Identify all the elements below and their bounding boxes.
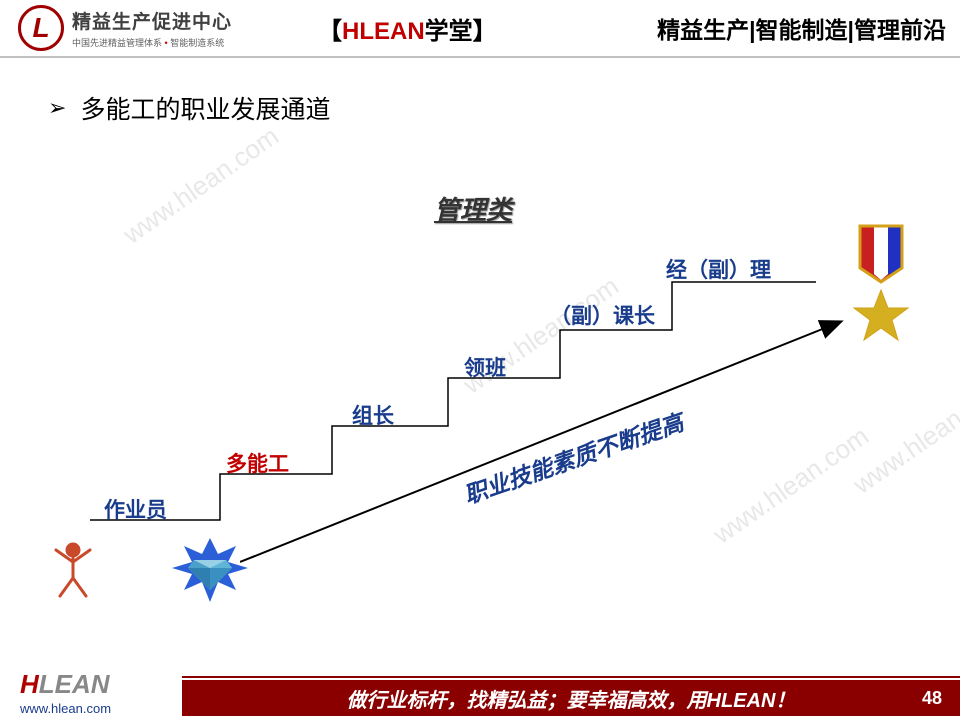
person-icon <box>48 540 98 600</box>
logo-text-block: 精益生产促进中心 中国先进精益管理体系 • 智能制造系统 <box>72 7 232 49</box>
diamond-icon <box>170 536 250 606</box>
footer-brand: HLEAN <box>20 669 110 700</box>
slide-bullet: ➢ 多能工的职业发展通道 <box>48 90 330 126</box>
category-title: 管理类 <box>434 190 512 227</box>
logo-letter: L <box>32 12 49 44</box>
footer-brand-rest: LEAN <box>39 669 110 699</box>
footer-bar: 做行业标杆，找精弘益；要幸福高效，用HLEAN！ 48 <box>182 680 960 716</box>
trend-arrow-icon <box>240 300 860 580</box>
header-center-title: 【HLEAN学堂】 <box>318 11 497 46</box>
logo-subtitle: 中国先进精益管理体系 • 智能制造系统 <box>72 36 232 49</box>
center-prefix: 【 <box>318 18 342 45</box>
logo-sub-left: 中国先进精益管理体系 <box>72 38 162 48</box>
footer-top-line <box>182 676 960 678</box>
footer-brand-h: H <box>20 669 39 699</box>
center-brand: HLEAN <box>342 18 425 45</box>
footer-slogan: 做行业标杆，找精弘益；要幸福高效，用HLEAN！ <box>347 684 796 713</box>
footer-url: www.hlean.com <box>20 701 111 716</box>
step-label-0: 作业员 <box>104 494 167 524</box>
bullet-arrow-icon: ➢ <box>48 95 66 121</box>
logo-sub-right: 智能制造系统 <box>170 38 224 48</box>
center-suffix: 学堂】 <box>425 18 497 45</box>
watermark: www.hlean.com <box>848 371 960 501</box>
medal-icon <box>846 222 916 342</box>
header-bar: L 精益生产促进中心 中国先进精益管理体系 • 智能制造系统 【HLEAN学堂】… <box>0 0 960 58</box>
logo-circle-icon: L <box>18 5 64 51</box>
step-label-5: 经（副）理 <box>666 254 771 284</box>
logo-title: 精益生产促进中心 <box>72 7 232 34</box>
footer: HLEAN www.hlean.com 做行业标杆，找精弘益；要幸福高效，用HL… <box>0 672 960 720</box>
header-tagline: 精益生产|智能制造|管理前沿 <box>657 11 946 45</box>
page-number: 48 <box>922 688 942 709</box>
bullet-text: 多能工的职业发展通道 <box>80 90 330 126</box>
